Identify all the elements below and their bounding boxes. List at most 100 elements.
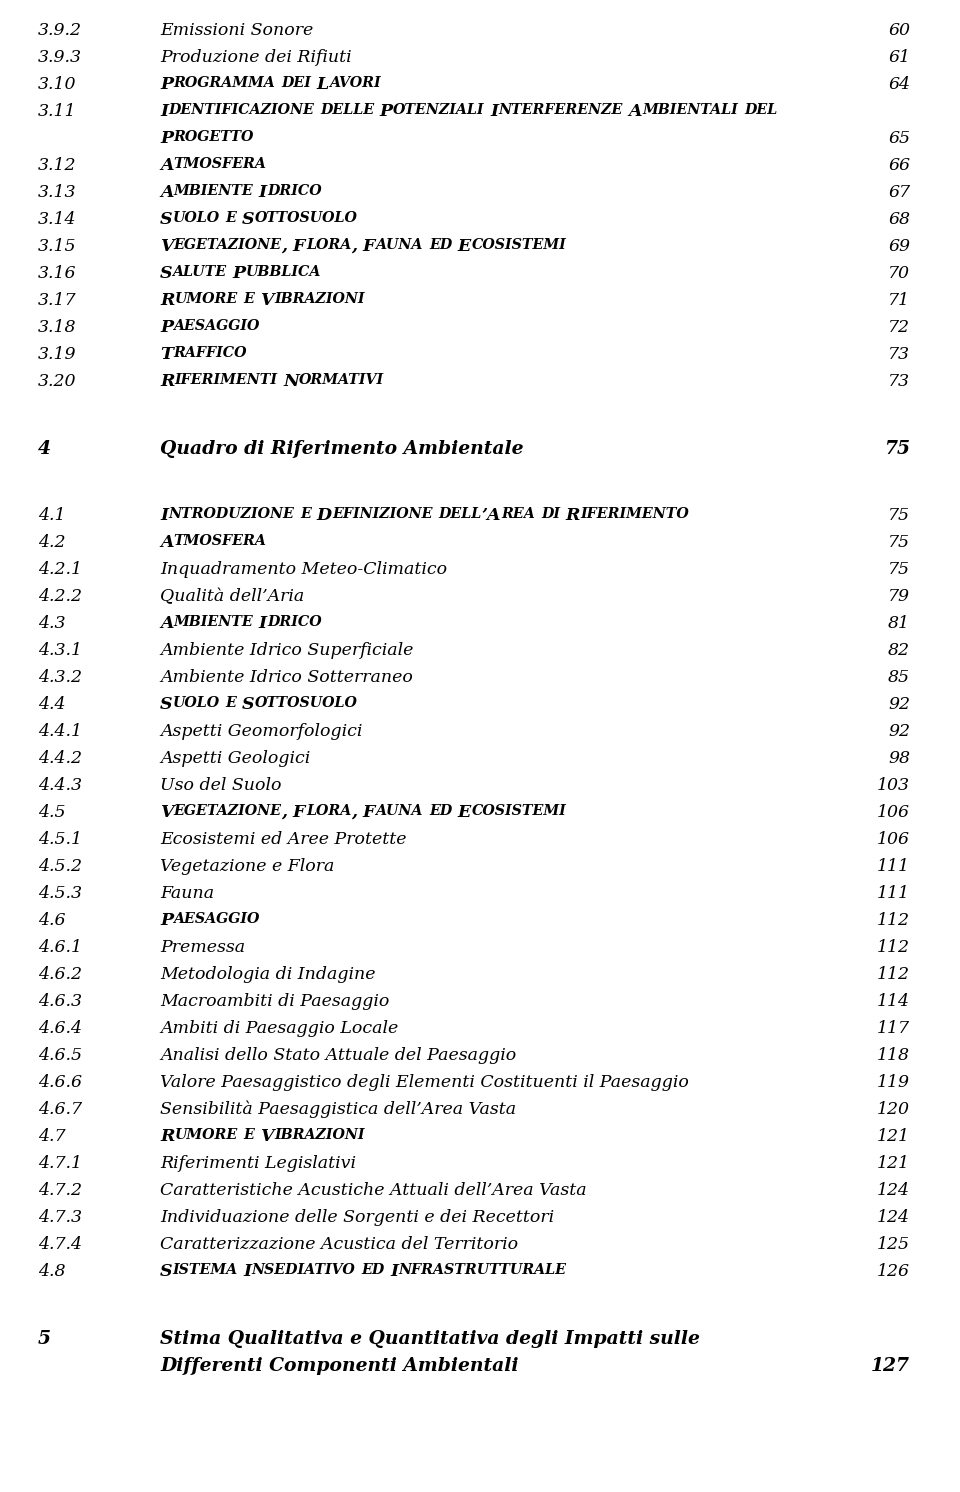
Text: 61: 61 bbox=[888, 49, 910, 66]
Text: 3.12: 3.12 bbox=[38, 157, 77, 175]
Text: TMOSFERA: TMOSFERA bbox=[174, 534, 266, 548]
Text: 75: 75 bbox=[884, 440, 910, 458]
Text: TMOSFERA: TMOSFERA bbox=[174, 157, 266, 172]
Text: Quadro di Riferimento Ambientale: Quadro di Riferimento Ambientale bbox=[160, 440, 523, 458]
Text: E: E bbox=[226, 695, 236, 710]
Text: 4.4.1: 4.4.1 bbox=[38, 724, 82, 740]
Text: 3.20: 3.20 bbox=[38, 373, 77, 389]
Text: ED: ED bbox=[362, 1264, 385, 1277]
Text: 106: 106 bbox=[877, 831, 910, 847]
Text: Inquadramento Meteo-Climatico: Inquadramento Meteo-Climatico bbox=[160, 561, 447, 577]
Text: UMORE: UMORE bbox=[175, 1128, 238, 1141]
Text: Analisi dello Stato Attuale del Paesaggio: Analisi dello Stato Attuale del Paesaggi… bbox=[160, 1047, 516, 1064]
Text: 4.3.2: 4.3.2 bbox=[38, 668, 82, 686]
Text: 126: 126 bbox=[877, 1264, 910, 1280]
Text: 72: 72 bbox=[888, 319, 910, 336]
Text: 112: 112 bbox=[877, 938, 910, 956]
Text: AESAGGIO: AESAGGIO bbox=[173, 319, 259, 333]
Text: Aspetti Geomorfologici: Aspetti Geomorfologici bbox=[160, 724, 362, 740]
Text: EGETAZIONE: EGETAZIONE bbox=[174, 239, 281, 252]
Text: ROGETTO: ROGETTO bbox=[173, 130, 253, 145]
Text: 4.6: 4.6 bbox=[38, 912, 65, 930]
Text: Macroambiti di Paesaggio: Macroambiti di Paesaggio bbox=[160, 994, 390, 1010]
Text: P: P bbox=[227, 266, 246, 282]
Text: 75: 75 bbox=[888, 534, 910, 551]
Text: , F: , F bbox=[281, 239, 306, 255]
Text: 85: 85 bbox=[888, 668, 910, 686]
Text: 111: 111 bbox=[877, 885, 910, 903]
Text: AVORI: AVORI bbox=[329, 76, 380, 90]
Text: NTERFERENZE: NTERFERENZE bbox=[499, 103, 623, 116]
Text: DELL: DELL bbox=[439, 507, 482, 521]
Text: 75: 75 bbox=[888, 561, 910, 577]
Text: Ambiti di Paesaggio Locale: Ambiti di Paesaggio Locale bbox=[160, 1021, 398, 1037]
Text: Sensibilità Paesaggistica dell’Area Vasta: Sensibilità Paesaggistica dell’Area Vast… bbox=[160, 1101, 516, 1119]
Text: AESAGGIO: AESAGGIO bbox=[173, 912, 259, 927]
Text: P: P bbox=[160, 76, 173, 93]
Text: 4.5.3: 4.5.3 bbox=[38, 885, 82, 903]
Text: 4: 4 bbox=[38, 440, 51, 458]
Text: 4.7.4: 4.7.4 bbox=[38, 1235, 82, 1253]
Text: 68: 68 bbox=[888, 210, 910, 228]
Text: 4.7: 4.7 bbox=[38, 1128, 65, 1144]
Text: 98: 98 bbox=[888, 750, 910, 767]
Text: R: R bbox=[160, 292, 175, 309]
Text: DRICO: DRICO bbox=[268, 184, 322, 198]
Text: I: I bbox=[253, 615, 268, 633]
Text: DEI: DEI bbox=[281, 76, 311, 90]
Text: IFERIMENTI: IFERIMENTI bbox=[175, 373, 277, 386]
Text: 118: 118 bbox=[877, 1047, 910, 1064]
Text: 71: 71 bbox=[888, 292, 910, 309]
Text: E: E bbox=[244, 1128, 254, 1141]
Text: A: A bbox=[623, 103, 643, 119]
Text: 4.7.2: 4.7.2 bbox=[38, 1182, 82, 1200]
Text: Premessa: Premessa bbox=[160, 938, 245, 956]
Text: ’A: ’A bbox=[482, 507, 501, 524]
Text: ORMATIVI: ORMATIVI bbox=[300, 373, 385, 386]
Text: 4.6.7: 4.6.7 bbox=[38, 1101, 82, 1118]
Text: 125: 125 bbox=[877, 1235, 910, 1253]
Text: S: S bbox=[160, 1264, 173, 1280]
Text: Ecosistemi ed Aree Protette: Ecosistemi ed Aree Protette bbox=[160, 831, 406, 847]
Text: 124: 124 bbox=[877, 1182, 910, 1200]
Text: OTTOSUOLO: OTTOSUOLO bbox=[255, 210, 358, 225]
Text: A: A bbox=[160, 157, 174, 175]
Text: 111: 111 bbox=[877, 858, 910, 874]
Text: 106: 106 bbox=[877, 804, 910, 821]
Text: 112: 112 bbox=[877, 965, 910, 983]
Text: 4.6.4: 4.6.4 bbox=[38, 1021, 82, 1037]
Text: 4.7.3: 4.7.3 bbox=[38, 1209, 82, 1226]
Text: I: I bbox=[238, 1264, 252, 1280]
Text: R: R bbox=[160, 373, 175, 389]
Text: V: V bbox=[254, 292, 275, 309]
Text: 60: 60 bbox=[888, 22, 910, 39]
Text: 4.6.6: 4.6.6 bbox=[38, 1074, 82, 1091]
Text: 117: 117 bbox=[877, 1021, 910, 1037]
Text: 121: 121 bbox=[877, 1128, 910, 1144]
Text: DENTIFICAZIONE: DENTIFICAZIONE bbox=[168, 103, 314, 116]
Text: COSISTEMI: COSISTEMI bbox=[471, 239, 566, 252]
Text: 3.9.3: 3.9.3 bbox=[38, 49, 82, 66]
Text: Metodologia di Indagine: Metodologia di Indagine bbox=[160, 965, 375, 983]
Text: OTTOSUOLO: OTTOSUOLO bbox=[255, 695, 358, 710]
Text: ED: ED bbox=[429, 804, 452, 818]
Text: Ambiente Idrico Sotterraneo: Ambiente Idrico Sotterraneo bbox=[160, 668, 413, 686]
Text: 4.2.2: 4.2.2 bbox=[38, 588, 82, 604]
Text: P: P bbox=[374, 103, 394, 119]
Text: A: A bbox=[160, 615, 174, 633]
Text: Riferimenti Legislativi: Riferimenti Legislativi bbox=[160, 1155, 356, 1173]
Text: RAFFICO: RAFFICO bbox=[173, 346, 247, 360]
Text: 114: 114 bbox=[877, 994, 910, 1010]
Text: 4.1: 4.1 bbox=[38, 507, 65, 524]
Text: I: I bbox=[160, 103, 168, 119]
Text: 5: 5 bbox=[38, 1329, 51, 1347]
Text: E: E bbox=[244, 292, 254, 306]
Text: 3.18: 3.18 bbox=[38, 319, 77, 336]
Text: Differenti Componenti Ambientali: Differenti Componenti Ambientali bbox=[160, 1358, 518, 1376]
Text: MBIENTE: MBIENTE bbox=[174, 184, 253, 198]
Text: Fauna: Fauna bbox=[160, 885, 214, 903]
Text: 4.3.1: 4.3.1 bbox=[38, 642, 82, 659]
Text: V: V bbox=[160, 239, 174, 255]
Text: S: S bbox=[160, 266, 173, 282]
Text: REA: REA bbox=[501, 507, 535, 521]
